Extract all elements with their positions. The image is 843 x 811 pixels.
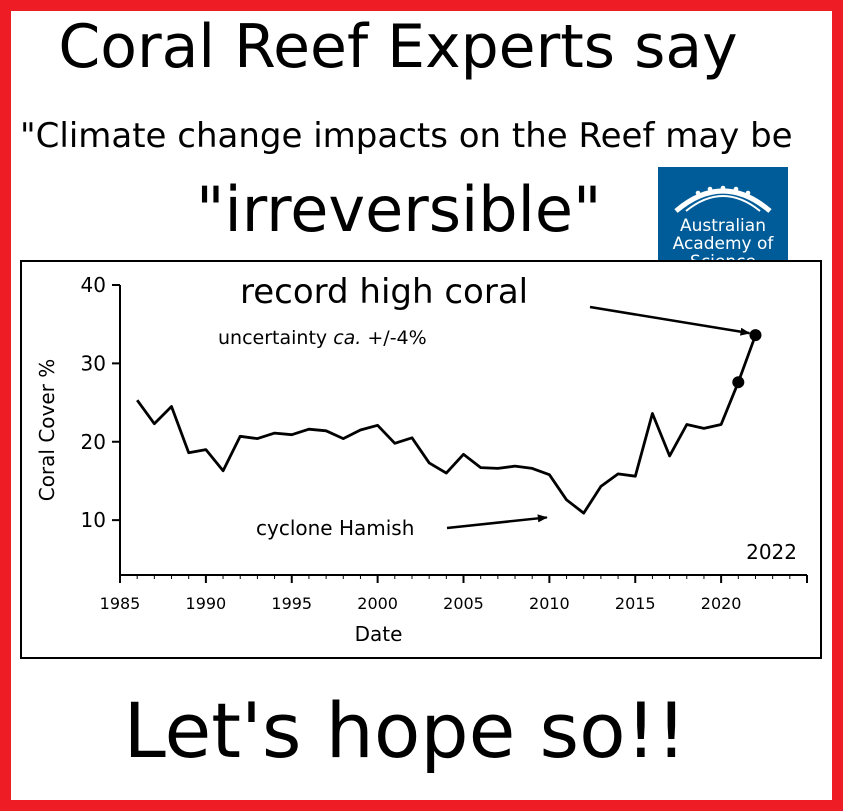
x-tick-label: 2010 [529, 594, 570, 613]
quote-line-2: "irreversible" [196, 173, 602, 246]
annotation-year-2022: 2022 [746, 540, 797, 564]
x-tick-label: 2015 [615, 594, 656, 613]
highlight-point [732, 376, 745, 389]
quote-line-1: "Climate change impacts on the Reef may … [20, 116, 793, 156]
x-axis-label: Date [355, 622, 403, 646]
headline: Coral Reef Experts say [58, 12, 738, 82]
y-tick-label: 20 [81, 430, 106, 454]
logo-line-2: Academy of [672, 234, 774, 254]
x-tick-label: 2020 [701, 594, 742, 613]
x-tick-label: 2005 [443, 594, 484, 613]
series-line [136, 334, 757, 515]
arrow-cyclone-hamish [446, 514, 548, 530]
annotation-record-high: record high coral [240, 272, 528, 312]
arrow-record-high [589, 305, 751, 336]
y-axis-label: Coral Cover % [35, 359, 59, 502]
annotation-uncertainty: uncertainty ca. +/-4% [218, 327, 427, 349]
x-tick-label: 1985 [100, 594, 141, 613]
y-tick-label: 10 [81, 508, 106, 532]
annotation-cyclone-hamish: cyclone Hamish [256, 516, 414, 540]
chart-svg: 10 20 30 40 1985 1990 1995 2000 2005 2010 2015 2020… [35, 272, 808, 646]
x-tick-label: 1990 [186, 594, 227, 613]
logo-line-1: Australian [680, 216, 766, 236]
arch-logo-icon [674, 185, 772, 213]
x-tick-label: 1995 [271, 594, 312, 613]
x-tick-label: 2000 [357, 594, 398, 613]
y-tick-label: 30 [81, 351, 106, 375]
y-tick-label: 40 [81, 273, 106, 297]
coral-cover-chart: 10 20 30 40 1985 1990 1995 2000 2005 2010 2015 2020… [20, 260, 822, 659]
highlight-point [749, 329, 762, 342]
bottom-text: Let's hope so!! [123, 686, 687, 775]
